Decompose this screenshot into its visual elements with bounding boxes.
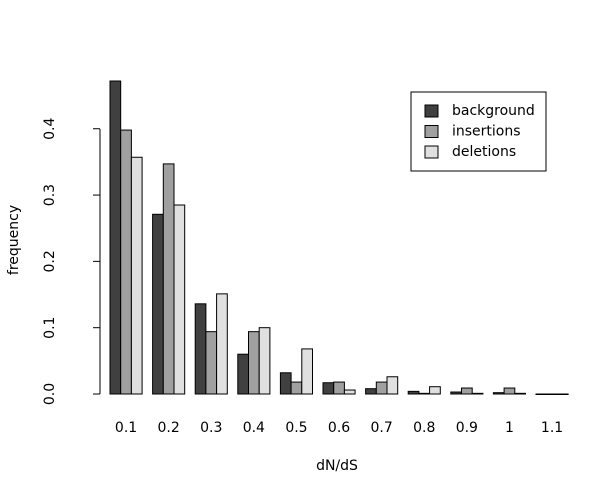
legend-swatch	[424, 145, 439, 159]
y-tick-label: 0.2	[42, 250, 58, 272]
x-tick-label: 0.3	[200, 420, 222, 436]
bar	[322, 382, 335, 395]
bar	[450, 391, 462, 395]
bar	[173, 204, 186, 395]
y-tick-label: 0.1	[42, 317, 58, 339]
legend-swatch	[424, 104, 439, 118]
bar	[418, 392, 431, 395]
bar	[120, 129, 132, 395]
bar	[461, 387, 473, 395]
bar	[407, 390, 420, 395]
legend-label: insertions	[452, 124, 521, 140]
bar	[216, 293, 228, 395]
y-tick-label: 0.4	[42, 118, 58, 140]
bar	[503, 387, 516, 395]
bar	[301, 348, 313, 395]
legend-swatch	[424, 125, 439, 138]
x-tick-label: 0.7	[371, 420, 393, 436]
x-tick-label: 0.5	[285, 420, 307, 436]
bar	[205, 331, 218, 395]
bar	[237, 353, 250, 395]
x-tick-label: 1.1	[541, 420, 563, 436]
x-tick-label: 0.1	[115, 420, 137, 436]
x-tick-label: 0.4	[243, 420, 265, 436]
legend-label: deletions	[452, 144, 516, 160]
x-tick-label: 0.2	[158, 420, 180, 436]
bar	[279, 372, 292, 395]
bar	[258, 327, 271, 395]
y-tick-label: 0.0	[42, 383, 58, 405]
bar	[194, 303, 207, 395]
bar	[152, 213, 164, 395]
bar	[546, 393, 558, 395]
legend-label: background	[452, 103, 535, 119]
bar	[556, 393, 569, 395]
bar	[365, 388, 377, 395]
bar	[333, 381, 345, 395]
bar	[162, 163, 175, 395]
bar	[130, 156, 143, 395]
bar	[248, 331, 260, 395]
bar	[429, 386, 441, 395]
y-tick-label: 0.3	[42, 184, 58, 206]
x-tick-label: 0.9	[456, 420, 478, 436]
bar	[535, 393, 548, 395]
y-axis-label: frequency	[6, 205, 22, 275]
bar	[492, 392, 505, 395]
x-tick-label: 1	[505, 420, 514, 436]
x-tick-label: 0.6	[328, 420, 350, 436]
x-axis-label: dN/dS	[316, 458, 358, 474]
x-tick-label: 0.8	[413, 420, 435, 436]
bar	[514, 392, 526, 395]
bar	[375, 381, 388, 395]
bar	[343, 389, 356, 395]
bar	[109, 80, 122, 395]
bar	[290, 381, 303, 395]
bar	[471, 392, 484, 395]
bar	[386, 376, 399, 395]
